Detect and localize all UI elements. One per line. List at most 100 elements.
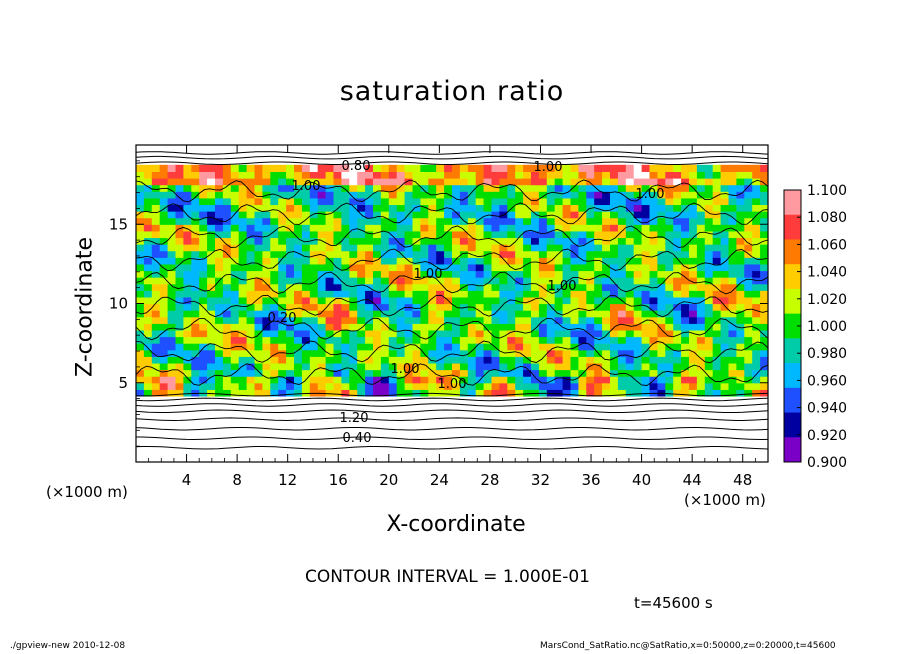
heatmap-cell xyxy=(309,310,319,318)
heatmap-cell xyxy=(207,211,216,219)
heatmap-cell xyxy=(341,191,350,199)
heatmap-cell xyxy=(207,303,216,311)
heatmap-cell xyxy=(760,336,768,344)
heatmap-cell xyxy=(689,343,698,351)
heatmap-cell xyxy=(230,217,240,225)
heatmap-cell xyxy=(317,303,327,311)
heatmap-cell xyxy=(349,283,358,291)
heatmap-cell xyxy=(657,230,666,239)
heatmap-cell xyxy=(657,310,666,318)
heatmap-cell xyxy=(617,217,627,225)
heatmap-cell xyxy=(309,343,319,351)
heatmap-cell xyxy=(333,217,342,225)
heatmap-cell xyxy=(499,204,508,212)
heatmap-cell xyxy=(657,303,666,311)
heatmap-cell xyxy=(760,329,768,338)
heatmap-cell xyxy=(649,369,658,377)
heatmap-cell xyxy=(546,283,556,291)
heatmap-cell xyxy=(191,389,200,397)
heatmap-cell xyxy=(507,197,516,206)
heatmap-cell xyxy=(562,164,572,173)
heatmap-cell xyxy=(254,369,263,377)
heatmap-cell xyxy=(491,230,500,239)
heatmap-cell xyxy=(294,224,303,232)
heatmap-cell xyxy=(641,178,651,186)
heatmap-cell xyxy=(625,204,635,212)
heatmap-cell xyxy=(562,237,572,245)
heatmap-cell xyxy=(333,296,342,305)
heatmap-cell xyxy=(412,362,421,371)
heatmap-cell xyxy=(333,263,342,272)
heatmap-cell xyxy=(254,197,263,206)
heatmap-cell xyxy=(752,230,761,239)
heatmap-cell xyxy=(578,197,587,206)
heatmap-cell xyxy=(207,316,216,324)
heatmap-cell xyxy=(554,303,564,311)
heatmap-cell xyxy=(610,230,619,239)
heatmap-cell xyxy=(531,349,540,357)
heatmap-cell xyxy=(720,323,730,331)
heatmap-cell xyxy=(286,389,295,397)
heatmap-cell xyxy=(594,316,603,324)
heatmap-cell xyxy=(570,224,579,232)
heatmap-cell xyxy=(278,244,287,252)
heatmap-cell xyxy=(459,277,469,285)
heatmap-cell xyxy=(459,230,469,239)
heatmap-cell xyxy=(373,356,382,364)
heatmap-cell xyxy=(696,349,706,357)
contour-labels: 0.80 1.001.001.001.001.001.001.001.200.40… xyxy=(268,159,665,446)
heatmap-cell xyxy=(357,303,366,311)
heatmap-cell xyxy=(294,250,303,258)
heatmap-cell xyxy=(554,217,564,225)
heatmap-cell xyxy=(207,369,216,377)
heatmap-cell xyxy=(554,237,564,245)
heatmap-cell xyxy=(617,171,627,179)
heatmap-cell xyxy=(736,191,745,199)
heatmap-cell xyxy=(444,277,453,285)
heatmap-cell xyxy=(317,310,327,318)
heatmap-cell xyxy=(325,316,335,324)
heatmap-cell xyxy=(752,184,761,192)
colorbar-swatch xyxy=(784,239,801,265)
heatmap-cell xyxy=(159,191,169,199)
heatmap-cell xyxy=(523,257,532,265)
heatmap-cell xyxy=(341,376,350,384)
heatmap-cell xyxy=(523,329,532,338)
heatmap-cell xyxy=(325,191,335,199)
heatmap-cell xyxy=(349,323,358,331)
heatmap-cell xyxy=(744,164,753,173)
heatmap-cell xyxy=(373,290,382,298)
heatmap-cell xyxy=(602,329,611,338)
heatmap-cell xyxy=(681,283,690,291)
heatmap-cell xyxy=(625,164,635,173)
heatmap-cell xyxy=(317,316,327,324)
heatmap-cell xyxy=(199,382,208,390)
heatmap-cell xyxy=(570,323,579,331)
heatmap-cell xyxy=(531,244,540,252)
heatmap-cell xyxy=(136,164,145,173)
heatmap-cell xyxy=(689,316,698,324)
heatmap-cell xyxy=(207,310,216,318)
heatmap-cell xyxy=(143,329,153,338)
heatmap-cell xyxy=(136,303,145,311)
heatmap-cell xyxy=(373,369,382,377)
heatmap-cell xyxy=(578,316,587,324)
heatmap-cell xyxy=(665,164,674,173)
heatmap-cell xyxy=(183,244,192,252)
heatmap-cell xyxy=(262,164,271,173)
heatmap-cell xyxy=(325,250,335,258)
heatmap-cell xyxy=(380,389,390,397)
heatmap-cell xyxy=(444,250,453,258)
heatmap-cell xyxy=(254,336,263,344)
heatmap-cell xyxy=(380,250,390,258)
heatmap-cell xyxy=(665,303,674,311)
heatmap-cell xyxy=(570,382,579,390)
heatmap-cell xyxy=(357,382,366,390)
heatmap-cell xyxy=(452,323,461,331)
heatmap-cell xyxy=(428,296,437,305)
heatmap-cell xyxy=(246,310,256,318)
heatmap-cell xyxy=(760,217,768,225)
heatmap-cell xyxy=(744,303,753,311)
heatmap-cell xyxy=(452,277,461,285)
heatmap-cell xyxy=(625,263,635,272)
